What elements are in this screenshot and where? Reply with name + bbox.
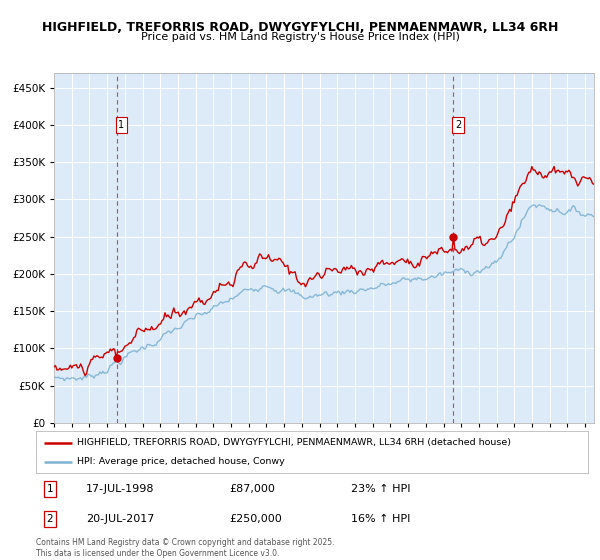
Text: £87,000: £87,000 xyxy=(229,484,275,494)
Text: 1: 1 xyxy=(118,120,125,130)
Text: Price paid vs. HM Land Registry's House Price Index (HPI): Price paid vs. HM Land Registry's House … xyxy=(140,32,460,43)
Text: 17-JUL-1998: 17-JUL-1998 xyxy=(86,484,154,494)
Text: Contains HM Land Registry data © Crown copyright and database right 2025.
This d: Contains HM Land Registry data © Crown c… xyxy=(36,538,335,558)
Text: 2: 2 xyxy=(455,120,461,130)
Text: HIGHFIELD, TREFORRIS ROAD, DWYGYFYLCHI, PENMAENMAWR, LL34 6RH (detached house): HIGHFIELD, TREFORRIS ROAD, DWYGYFYLCHI, … xyxy=(77,438,511,447)
Text: 23% ↑ HPI: 23% ↑ HPI xyxy=(350,484,410,494)
Text: 16% ↑ HPI: 16% ↑ HPI xyxy=(350,514,410,524)
Text: £250,000: £250,000 xyxy=(229,514,282,524)
Text: HIGHFIELD, TREFORRIS ROAD, DWYGYFYLCHI, PENMAENMAWR, LL34 6RH: HIGHFIELD, TREFORRIS ROAD, DWYGYFYLCHI, … xyxy=(42,21,558,34)
Text: 1: 1 xyxy=(46,484,53,494)
Text: 2: 2 xyxy=(46,514,53,524)
Text: HPI: Average price, detached house, Conwy: HPI: Average price, detached house, Conw… xyxy=(77,458,285,466)
Text: 20-JUL-2017: 20-JUL-2017 xyxy=(86,514,154,524)
